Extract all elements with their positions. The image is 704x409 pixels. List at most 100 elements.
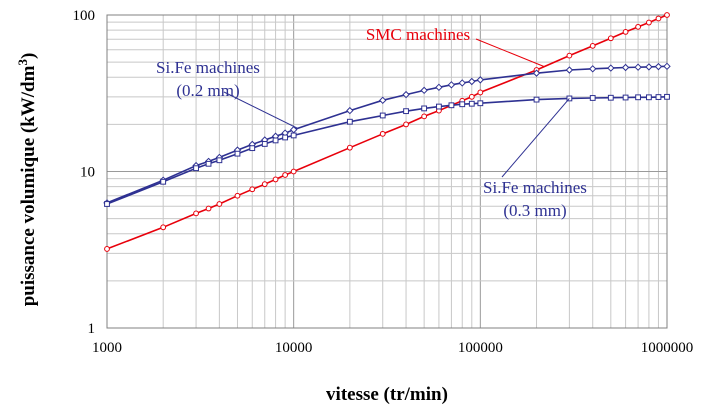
data-point <box>160 178 167 185</box>
data-point <box>646 94 652 101</box>
annotation-leader-line <box>501 98 570 178</box>
data-point <box>216 157 223 164</box>
data-point <box>533 96 540 103</box>
data-point <box>421 113 428 120</box>
data-point <box>379 96 387 105</box>
data-point <box>589 42 596 49</box>
data-point <box>664 93 670 100</box>
data-point <box>282 134 289 141</box>
data-point <box>193 210 199 217</box>
data-point <box>205 205 212 212</box>
y-tick-label: 100 <box>73 8 96 24</box>
y-axis-title-main: puissance volumique (kW/dm <box>18 65 39 306</box>
data-point <box>622 28 629 35</box>
x-tick-label: 1000 <box>92 340 122 356</box>
annotation-leader-line <box>475 38 545 68</box>
data-point <box>607 94 614 101</box>
data-point <box>621 63 630 72</box>
data-point <box>468 100 475 107</box>
data-point <box>607 35 614 42</box>
tick-labels: 1000 10000 100000 1000000 1 10 100 <box>73 8 694 356</box>
plot-frame <box>106 14 668 329</box>
annotation-label-line: Si.Fe machines <box>483 178 587 197</box>
data-point <box>234 150 241 157</box>
annotation-label: Si.Fe machines (0.3 mm) <box>483 178 587 220</box>
data-point <box>272 176 279 183</box>
data-point <box>635 94 641 101</box>
data-point <box>420 86 428 95</box>
x-axis-title: vitesse (tr/min) <box>326 384 448 405</box>
data-point <box>346 144 353 151</box>
data-point <box>468 77 476 86</box>
annotation-label: SMC machines <box>366 25 470 44</box>
data-point <box>216 201 223 207</box>
annotation-label-line: SMC machines <box>366 25 470 44</box>
series-2 <box>104 93 670 207</box>
data-point <box>663 62 671 71</box>
data-point <box>477 89 484 96</box>
data-point <box>654 62 663 71</box>
annotation-leader-line <box>223 91 298 129</box>
data-point <box>234 192 241 199</box>
annotation-label-line: Si.Fe machines <box>156 58 260 77</box>
data-point <box>403 121 409 128</box>
data-point <box>655 15 662 22</box>
data-point <box>664 12 670 18</box>
data-point <box>646 19 652 26</box>
series-1 <box>103 62 671 207</box>
data-point <box>477 100 484 107</box>
x-tick-label: 100000 <box>458 340 503 356</box>
data-point <box>205 160 212 167</box>
data-point <box>104 201 110 207</box>
annotation-sife03: Si.Fe machines (0.3 mm) <box>483 98 587 220</box>
y-axis-title-superscript: 3 <box>15 59 30 66</box>
x-tick-label: 1000000 <box>641 340 694 356</box>
x-tick-label: 10000 <box>275 340 313 356</box>
data-point <box>589 95 596 101</box>
gridlines <box>106 15 667 329</box>
annotation-sife02: Si.Fe machines (0.2 mm) <box>156 58 298 129</box>
series-0 <box>104 12 670 252</box>
data-point <box>645 63 653 71</box>
annotation-smc: SMC machines <box>366 25 545 68</box>
data-point <box>379 112 386 119</box>
data-point <box>655 94 662 100</box>
data-point <box>272 137 279 144</box>
data-point <box>282 172 289 178</box>
data-point <box>565 66 574 74</box>
data-point <box>193 165 199 172</box>
annotation-label-line: (0.3 mm) <box>503 201 566 220</box>
y-axis-title: puissance volumique (kW/dm3) <box>15 53 39 307</box>
data-point <box>346 118 353 125</box>
data-point <box>468 93 475 100</box>
y-axis-title-end: ) <box>18 53 39 59</box>
data-point <box>459 101 466 108</box>
data-point <box>607 64 615 72</box>
data-point <box>402 90 410 99</box>
data-point <box>566 52 573 59</box>
data-point <box>436 103 442 110</box>
data-point <box>447 81 456 89</box>
y-tick-label: 10 <box>80 165 95 181</box>
data-point <box>249 186 256 193</box>
data-point <box>448 102 455 109</box>
data-point <box>476 76 485 84</box>
data-point <box>379 130 386 137</box>
data-point <box>160 224 167 231</box>
data-point <box>290 132 297 139</box>
annotation-label: Si.Fe machines (0.2 mm) <box>156 58 260 100</box>
data-point <box>589 65 597 73</box>
data-point <box>403 108 409 115</box>
data-point <box>435 83 443 92</box>
series-layer <box>103 12 671 252</box>
data-point <box>421 105 428 112</box>
data-point <box>249 145 256 152</box>
data-point <box>290 168 297 175</box>
data-point <box>634 63 642 71</box>
data-point <box>635 23 641 30</box>
data-point <box>458 79 466 87</box>
data-point <box>532 69 541 77</box>
data-point <box>261 141 268 147</box>
